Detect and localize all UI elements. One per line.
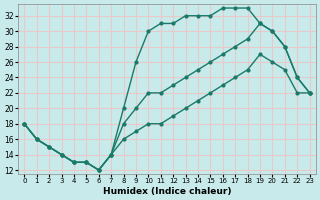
X-axis label: Humidex (Indice chaleur): Humidex (Indice chaleur) — [103, 187, 231, 196]
